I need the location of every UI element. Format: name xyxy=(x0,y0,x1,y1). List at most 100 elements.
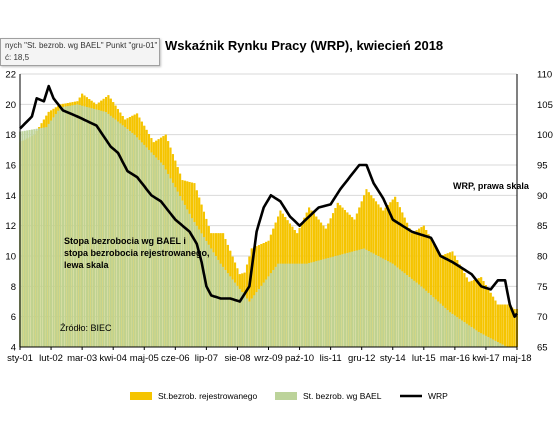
bael-unemployment-bar xyxy=(274,266,277,347)
x-axis-tick-label: maj-05 xyxy=(130,353,159,364)
right-axis-tick-label: 90 xyxy=(537,191,548,202)
bael-unemployment-bar xyxy=(128,130,131,347)
registered-unemployment-bar-top xyxy=(477,278,480,332)
registered-unemployment-bar-top xyxy=(327,223,330,258)
bael-unemployment-bar xyxy=(124,127,127,347)
bael-unemployment-bar xyxy=(444,307,447,347)
bael-unemployment-bar xyxy=(465,323,468,347)
registered-unemployment-bar-top xyxy=(284,217,287,264)
bael-unemployment-bar xyxy=(365,249,368,347)
registered-unemployment-bar-top xyxy=(217,233,220,260)
registered-unemployment-bar-top xyxy=(174,160,177,188)
bael-unemployment-bar xyxy=(406,274,409,347)
bael-unemployment-bar xyxy=(231,279,234,347)
registered-unemployment-bar-top xyxy=(336,202,339,256)
bael-unemployment-bar xyxy=(71,105,74,347)
bael-unemployment-bar xyxy=(403,273,406,347)
bael-unemployment-bar xyxy=(288,263,292,347)
bael-unemployment-bar xyxy=(296,263,299,347)
registered-unemployment-bar-top xyxy=(365,189,368,250)
bael-unemployment-bar xyxy=(432,297,435,347)
right-axis-tick-label: 110 xyxy=(537,70,552,81)
bael-unemployment-bar xyxy=(355,250,358,347)
bael-unemployment-bar xyxy=(97,110,100,347)
registered-unemployment-bar-top xyxy=(415,230,418,283)
bael-unemployment-bar xyxy=(427,292,430,347)
registered-unemployment-bar-top xyxy=(102,98,105,112)
registered-unemployment-bar-top xyxy=(193,183,196,222)
registered-unemployment-bar-top xyxy=(506,304,509,347)
bael-unemployment-bar xyxy=(114,119,117,347)
registered-unemployment-bar-top xyxy=(341,207,344,255)
bael-unemployment-bar xyxy=(434,299,437,347)
right-axis-tick-label: 100 xyxy=(537,130,553,141)
bael-unemployment-bar xyxy=(50,120,53,347)
bael-unemployment-bar xyxy=(456,317,459,347)
bael-unemployment-bar xyxy=(226,273,229,347)
registered-unemployment-bar-top xyxy=(73,101,76,105)
bael-unemployment-bar xyxy=(198,229,201,347)
bael-unemployment-bar xyxy=(327,257,330,347)
registered-unemployment-bar-top xyxy=(269,234,272,274)
registered-unemployment-bar-top xyxy=(458,264,461,319)
bael-unemployment-bar xyxy=(394,265,397,347)
registered-unemployment-bar-top xyxy=(317,219,320,261)
registered-unemployment-bar-top xyxy=(83,95,86,107)
registered-unemployment-bar-top xyxy=(262,243,265,283)
registered-unemployment-bar-top xyxy=(372,198,375,254)
bael-unemployment-bar xyxy=(272,269,275,347)
bael-unemployment-bar xyxy=(489,338,492,347)
bael-unemployment-bar xyxy=(23,130,26,347)
x-axis-tick-label: lis-11 xyxy=(320,353,342,364)
registered-unemployment-bar-top xyxy=(97,102,100,111)
registered-unemployment-bar-top xyxy=(214,233,217,256)
registered-unemployment-bar-top xyxy=(281,213,284,264)
legend-label: St.bezrob. rejestrowanego xyxy=(158,391,257,401)
bael-unemployment-bar xyxy=(57,110,60,348)
registered-unemployment-bar-top xyxy=(446,253,449,310)
bael-unemployment-bar xyxy=(449,312,452,347)
bael-unemployment-bar xyxy=(386,261,389,347)
registered-unemployment-bar-top xyxy=(171,154,174,183)
registered-unemployment-bar-top xyxy=(434,247,437,300)
bael-unemployment-bar xyxy=(413,280,416,347)
registered-unemployment-bar-top xyxy=(222,233,225,267)
bael-unemployment-bar xyxy=(461,320,464,347)
registered-unemployment-bar-top xyxy=(310,210,313,263)
right-axis-tick-label: 75 xyxy=(537,282,548,293)
registered-unemployment-bar-top xyxy=(109,98,112,116)
registered-unemployment-bar-top xyxy=(401,212,404,272)
bael-unemployment-bar xyxy=(458,318,461,347)
bael-unemployment-bar xyxy=(143,144,146,347)
bael-unemployment-bar xyxy=(145,147,148,347)
registered-unemployment-bar-top xyxy=(334,208,337,256)
bael-unemployment-bar xyxy=(353,250,356,347)
registered-unemployment-bar-top xyxy=(429,238,432,295)
bael-unemployment-bar xyxy=(269,273,272,347)
registered-unemployment-bar-top xyxy=(403,217,406,274)
bael-unemployment-bar xyxy=(504,345,507,347)
registered-unemployment-bar-top xyxy=(124,119,127,128)
right-axis-tick-label: 80 xyxy=(537,252,548,263)
bael-unemployment-bar xyxy=(308,262,311,347)
registered-unemployment-bar-top xyxy=(489,292,492,339)
bael-unemployment-bar xyxy=(167,173,170,347)
bael-unemployment-bar xyxy=(52,117,55,347)
registered-unemployment-bar-top xyxy=(432,243,435,298)
registered-unemployment-bar-top xyxy=(437,251,440,302)
bael-unemployment-bar xyxy=(332,256,335,347)
registered-unemployment-bar-top xyxy=(229,250,232,277)
registered-unemployment-bar-top xyxy=(38,127,41,129)
registered-unemployment-bar-top xyxy=(277,216,280,264)
registered-unemployment-bar-top xyxy=(145,129,148,148)
registered-unemployment-bar-top xyxy=(451,251,454,314)
bael-unemployment-bar xyxy=(262,282,265,347)
bael-unemployment-bar xyxy=(298,263,301,347)
bael-unemployment-bar xyxy=(451,313,454,347)
registered-unemployment-bar-top xyxy=(329,218,332,258)
x-axis-tick-label: paź-10 xyxy=(285,353,314,364)
bael-unemployment-bar xyxy=(121,125,124,347)
left-axis-tick-label: 14 xyxy=(5,191,16,202)
registered-unemployment-bar-top xyxy=(475,279,478,331)
bael-unemployment-bar xyxy=(140,142,143,347)
